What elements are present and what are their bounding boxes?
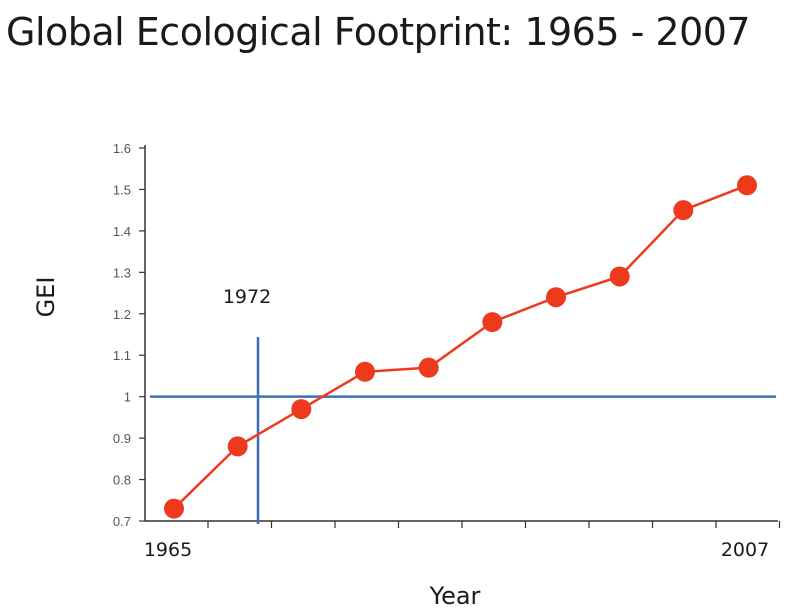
data-point bbox=[737, 175, 757, 196]
y-tick-label: 1.2 bbox=[113, 307, 131, 322]
data-point bbox=[482, 312, 503, 333]
data-point bbox=[227, 436, 248, 457]
y-axis-ticks: 0.7 0.8 0.9 1 1.1 1.2 1.3 1.4 1.5 1.6 bbox=[113, 141, 145, 529]
y-tick-label: 1.3 bbox=[113, 265, 131, 280]
y-tick-label: 0.7 bbox=[113, 514, 131, 529]
y-tick-label: 1.5 bbox=[113, 182, 131, 197]
y-tick-label: 0.9 bbox=[113, 431, 131, 446]
x-tick-label-end: 2007 bbox=[721, 539, 769, 561]
data-point bbox=[418, 357, 439, 378]
series-line bbox=[173, 184, 748, 510]
data-point bbox=[164, 498, 184, 519]
x-tick-label-start: 1965 bbox=[144, 539, 192, 561]
data-point bbox=[355, 361, 375, 382]
data-points bbox=[164, 175, 757, 519]
x-axis-label: Year bbox=[429, 582, 481, 609]
y-tick-label: 0.8 bbox=[113, 473, 131, 488]
y-tick-label: 1.6 bbox=[113, 141, 131, 156]
y-tick-label: 1.4 bbox=[113, 224, 131, 239]
chart-title: Global Ecological Footprint: 1965 - 2007 bbox=[6, 10, 751, 54]
y-tick-label: 1 bbox=[124, 390, 131, 405]
series-line-path bbox=[173, 184, 748, 510]
data-point bbox=[546, 287, 566, 308]
data-point bbox=[609, 266, 630, 287]
reference-lines bbox=[150, 337, 776, 524]
y-tick-label: 1.1 bbox=[113, 348, 131, 363]
y-axis-label: GEI bbox=[32, 277, 60, 318]
data-point bbox=[673, 200, 694, 221]
data-point bbox=[291, 399, 312, 420]
labels: 1972 Year GEI bbox=[32, 277, 481, 609]
x-axis-ticks: 1965 2007 bbox=[144, 521, 781, 561]
marker-label-1972: 1972 bbox=[223, 286, 271, 308]
